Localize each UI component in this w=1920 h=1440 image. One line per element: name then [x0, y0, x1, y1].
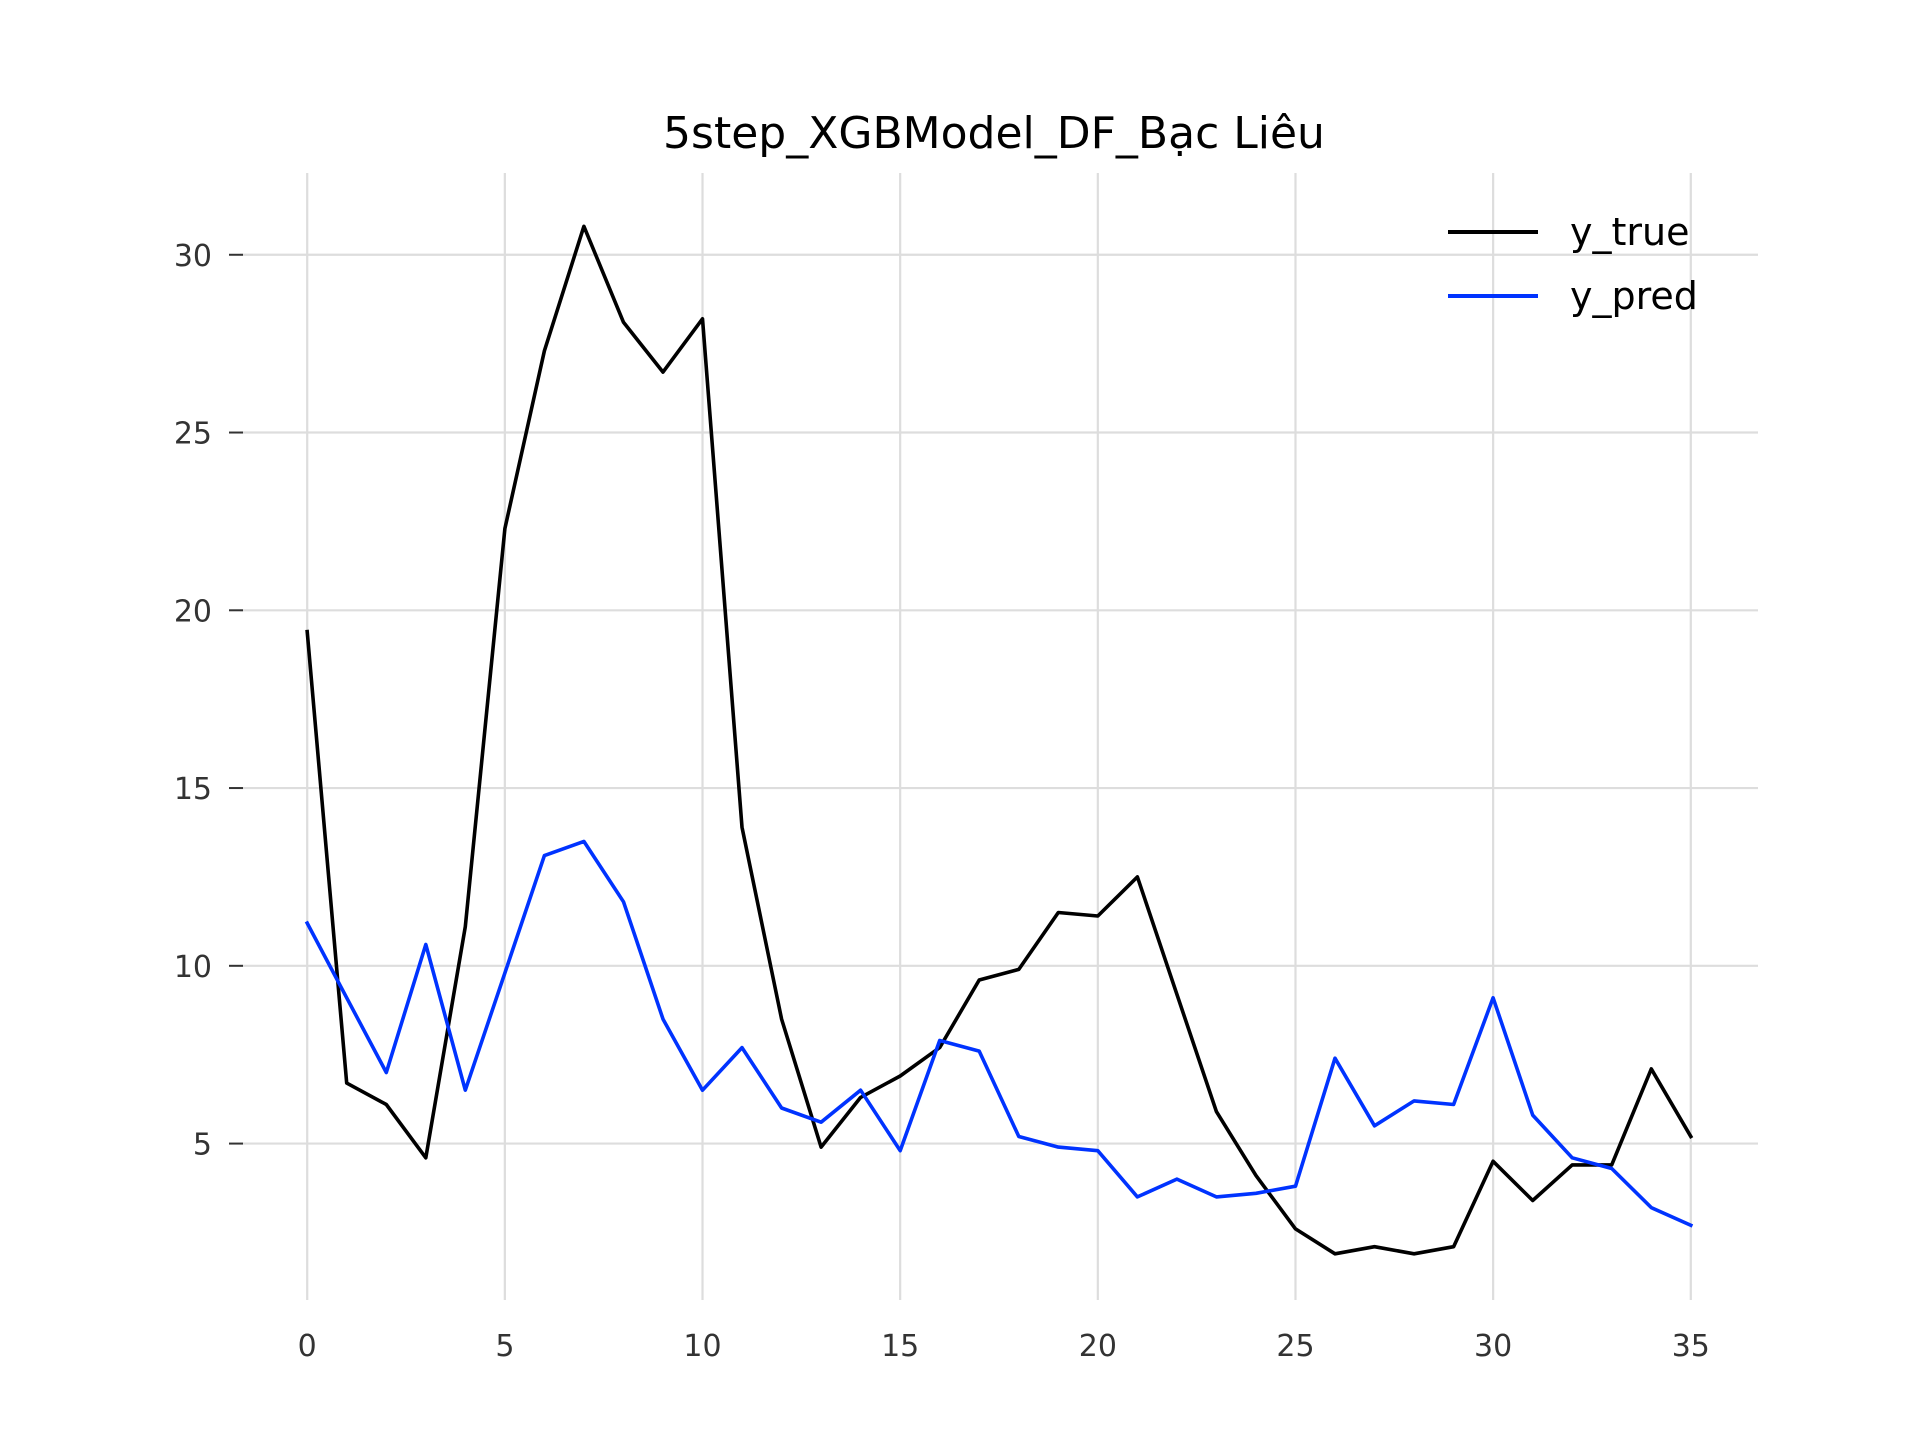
x-tick-label: 25: [1276, 1329, 1314, 1364]
grid: [240, 173, 1758, 1300]
y-tick-label: 10: [174, 950, 212, 985]
x-tick-label: 35: [1672, 1329, 1710, 1364]
legend-label-y-true: y_true: [1570, 210, 1689, 254]
y-tick-label: 25: [174, 417, 212, 452]
series-line-y-pred: [304, 839, 1694, 1228]
y-tick-label: 5: [193, 1128, 212, 1163]
y-tick-label: 15: [174, 772, 212, 807]
x-tick-label: 15: [881, 1329, 919, 1364]
x-tick-label: 30: [1474, 1329, 1512, 1364]
series-line-y-true: [305, 224, 1694, 1256]
series-lines: [304, 224, 1694, 1256]
y-tick-label: 30: [174, 239, 212, 274]
legend-label-y-pred: y_pred: [1570, 274, 1698, 318]
chart-title: 5step_XGBModel_DF_Bạc Liêu: [663, 108, 1325, 159]
x-tick-label: 20: [1079, 1329, 1117, 1364]
x-tick-label: 10: [683, 1329, 721, 1364]
y-tick-label: 20: [174, 594, 212, 629]
axis-ticks: 0 5 10 15 20 25 30 35 5 10 15 20 25 30: [174, 239, 1710, 1364]
x-tick-label: 5: [495, 1329, 514, 1364]
legend: y_true y_pred: [1448, 210, 1698, 318]
x-tick-label: 0: [298, 1329, 317, 1364]
